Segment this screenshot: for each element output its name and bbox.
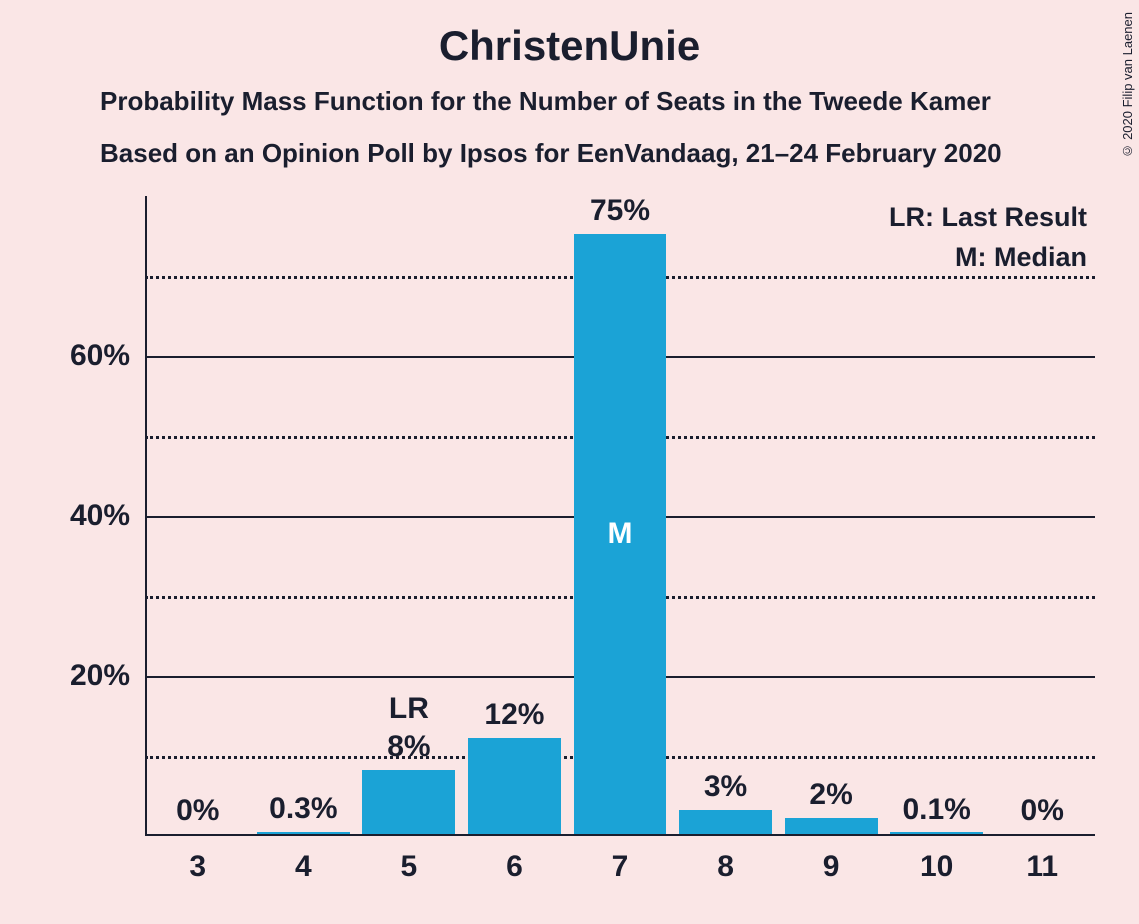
bar — [890, 832, 983, 834]
x-tick-label: 8 — [717, 850, 734, 884]
bar-value-label: 0.1% — [902, 793, 970, 827]
chart-subtitle-1: Probability Mass Function for the Number… — [100, 86, 991, 117]
bar-value-label: 2% — [809, 778, 852, 812]
bar — [257, 832, 350, 834]
x-tick-label: 6 — [506, 850, 523, 884]
y-tick-label: 20% — [70, 659, 130, 693]
bar-value-label: 75% — [590, 194, 650, 228]
m-annotation: M — [608, 517, 633, 551]
lr-annotation: LR — [389, 692, 429, 726]
bar — [785, 818, 878, 834]
bar-value-label: 0.3% — [269, 792, 337, 826]
x-tick-label: 9 — [823, 850, 840, 884]
chart-subtitle-2: Based on an Opinion Poll by Ipsos for Ee… — [100, 138, 1002, 169]
bar-value-label: 8% — [387, 730, 430, 764]
legend-lr: LR: Last Result — [889, 202, 1087, 233]
bar — [679, 810, 772, 834]
x-tick-label: 5 — [401, 850, 418, 884]
x-tick-label: 3 — [189, 850, 206, 884]
bar-value-label: 0% — [176, 794, 219, 828]
x-axis — [145, 834, 1095, 836]
chart-title: ChristenUnie — [0, 22, 1139, 70]
legend-m: M: Median — [955, 242, 1087, 273]
x-tick-label: 10 — [920, 850, 953, 884]
bar-value-label: 3% — [704, 770, 747, 804]
x-tick-label: 4 — [295, 850, 312, 884]
y-tick-label: 40% — [70, 499, 130, 533]
bar — [362, 770, 455, 834]
chart-container: ChristenUnie Probability Mass Function f… — [0, 0, 1139, 924]
copyright-text: © 2020 Filip van Laenen — [1120, 12, 1135, 159]
y-tick-label: 60% — [70, 339, 130, 373]
plot-area: 20%40%60% 0%0.3%8%12%75%3%2%0.1%0% 34567… — [145, 196, 1095, 836]
x-tick-label: 7 — [612, 850, 629, 884]
bar-value-label: 12% — [484, 698, 544, 732]
bar — [468, 738, 561, 834]
x-tick-label: 11 — [1026, 850, 1058, 884]
bar-value-label: 0% — [1021, 794, 1064, 828]
